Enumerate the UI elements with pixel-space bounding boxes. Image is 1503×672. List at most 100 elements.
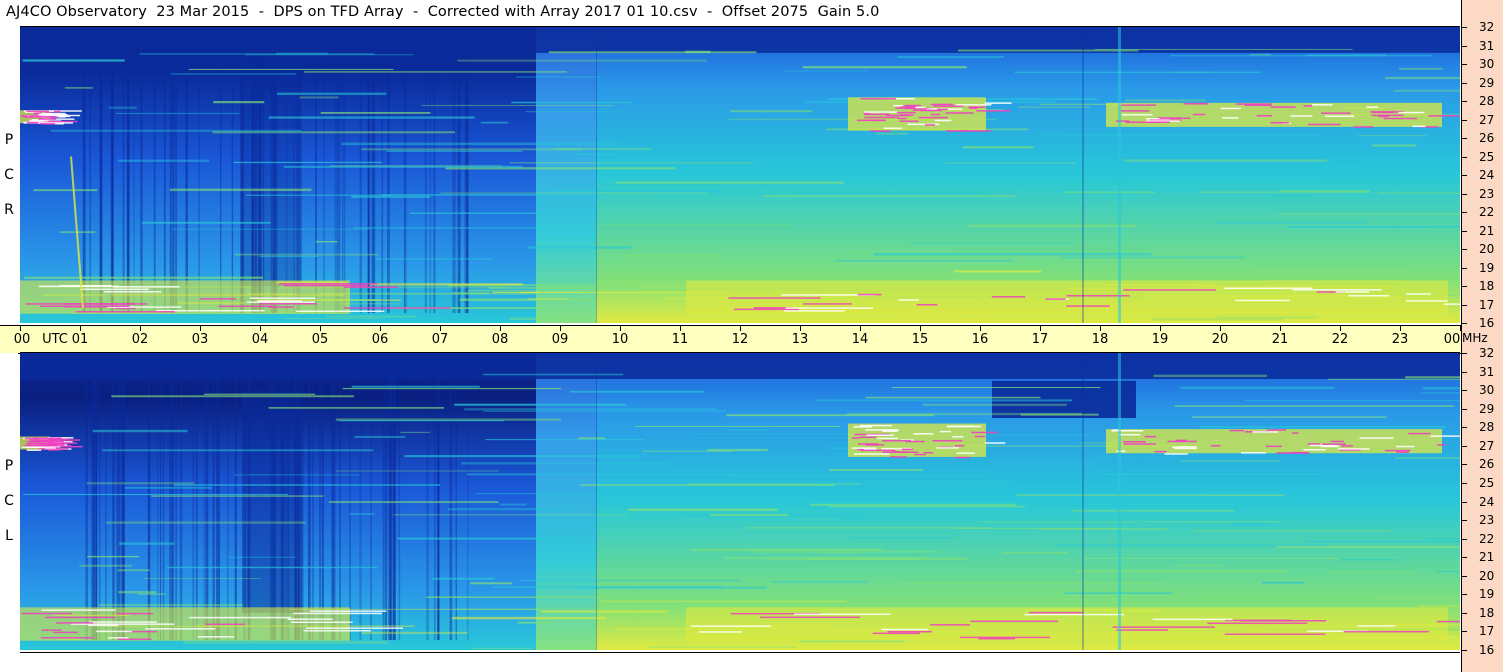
freq-tick — [1461, 212, 1467, 213]
interference-streak — [1287, 225, 1460, 229]
low-signal — [1292, 289, 1382, 291]
vertical-line — [307, 371, 311, 640]
vertical-line — [342, 45, 344, 313]
interference-streak — [188, 68, 394, 70]
time-tick-label: 18 — [1091, 332, 1109, 347]
low-signal — [89, 621, 158, 623]
low-signal — [1240, 620, 1327, 622]
vertical-line — [91, 371, 95, 640]
vertical-interference — [1118, 27, 1121, 323]
interference-streak — [1261, 581, 1305, 584]
freq-tick — [1461, 371, 1467, 373]
interference-streak — [483, 410, 726, 412]
interference-streak — [688, 483, 862, 485]
cb-signal — [1252, 431, 1279, 433]
cb-signal — [1146, 121, 1170, 123]
interference-streak — [1183, 525, 1300, 527]
cb-signal — [1123, 443, 1156, 445]
interference-streak — [898, 582, 1164, 585]
vertical-line — [172, 45, 175, 313]
time-tick — [1160, 326, 1161, 331]
interference-streak — [354, 435, 406, 439]
interference-streak — [517, 621, 551, 624]
pol-letter: P — [4, 458, 14, 474]
interference-streak — [315, 240, 338, 243]
cb-signal — [36, 440, 49, 443]
low-signal — [760, 616, 861, 619]
interference-streak — [527, 246, 632, 249]
freq-tick — [1461, 138, 1467, 139]
interference-streak — [233, 474, 359, 476]
interference-streak — [326, 315, 417, 318]
time-tick — [1100, 326, 1101, 331]
vertical-line — [455, 371, 457, 640]
interference-streak — [124, 486, 212, 489]
low-signal — [287, 618, 334, 620]
cb-signal — [1341, 445, 1353, 447]
freq-tick-label: 19 — [1479, 260, 1495, 275]
interference-streak — [828, 469, 924, 471]
interference-streak — [335, 470, 499, 472]
interference-streak — [426, 596, 615, 598]
dark-column — [242, 390, 302, 613]
vertical-line — [382, 371, 385, 640]
interference-streak — [1341, 559, 1397, 561]
low-signal — [1348, 294, 1390, 297]
freq-tick-label: 22 — [1479, 205, 1495, 219]
vertical-line — [217, 371, 221, 640]
freq-tick — [1461, 464, 1467, 466]
cb-signal — [870, 130, 891, 132]
interference-streak — [600, 600, 847, 603]
interference-streak — [967, 224, 1138, 227]
cb-signal — [881, 447, 913, 450]
time-tick-label: 08 — [491, 332, 509, 347]
interference-streak — [548, 51, 757, 54]
cb-signal — [1383, 117, 1418, 120]
vertical-line — [454, 45, 457, 313]
interference-streak — [848, 250, 952, 253]
freq-tick — [1461, 482, 1467, 484]
vertical-line — [467, 371, 469, 640]
interference-streak — [1053, 544, 1328, 547]
interference-streak — [98, 603, 244, 607]
interference-streak — [1252, 271, 1410, 273]
interference-streak — [1166, 275, 1336, 278]
interference-streak — [709, 514, 789, 517]
night-region — [20, 27, 536, 323]
cb-signal — [1330, 440, 1344, 443]
interference-streak — [800, 640, 905, 643]
freq-tick-label: 19 — [1479, 587, 1495, 602]
freq-tick — [1461, 193, 1467, 195]
cb-signal — [860, 449, 896, 452]
interference-streak — [492, 291, 540, 294]
interference-streak — [1327, 378, 1460, 380]
low-signal — [295, 310, 385, 313]
time-tick-label: 02 — [131, 332, 149, 347]
low-signal — [1406, 293, 1431, 295]
low-signal — [41, 609, 116, 611]
cb-signal — [864, 116, 900, 119]
cb-signal — [1221, 117, 1239, 119]
low-signal — [1235, 299, 1290, 302]
low-signal — [691, 625, 772, 627]
cb-signal — [984, 102, 1012, 104]
time-tick — [80, 326, 81, 331]
interference-streak — [389, 307, 539, 310]
time-tick — [140, 326, 141, 331]
low-signal — [1405, 300, 1448, 302]
interference-streak — [1279, 212, 1460, 216]
cb-signal — [49, 439, 80, 441]
interference-streak — [351, 385, 480, 388]
cb-signal — [915, 106, 926, 109]
vertical-line — [437, 371, 439, 640]
cb-signal — [904, 104, 921, 107]
cb-signal — [1154, 450, 1167, 453]
low-signal — [116, 612, 154, 615]
time-tick-label: 11 — [671, 332, 689, 347]
interference-streak — [642, 450, 735, 452]
pol-letter: C — [4, 167, 14, 183]
interference-streak — [1193, 530, 1390, 532]
interference-streak — [353, 227, 565, 229]
cb-signal — [905, 107, 932, 110]
lcp-spectrogram-canvas — [20, 353, 1460, 650]
